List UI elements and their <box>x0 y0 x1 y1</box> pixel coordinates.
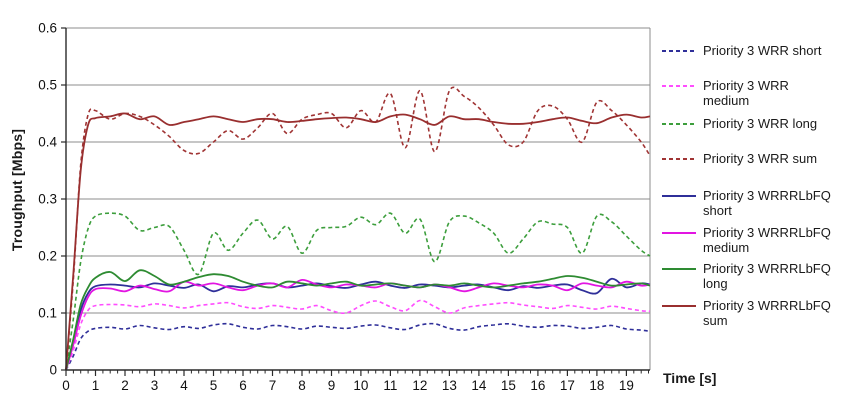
y-tick-label: 0.3 <box>38 192 57 207</box>
y-tick-label: 0 <box>49 363 57 378</box>
legend-item: Priority 3 WRRRLbFQ long <box>662 261 831 291</box>
x-tick-label: 18 <box>589 378 604 393</box>
legend-solid-line-icon <box>662 195 696 197</box>
legend-item-label: Priority 3 WRRRLbFQ sum <box>703 298 831 328</box>
y-tick-label: 0.2 <box>38 249 57 264</box>
x-tick-label: 8 <box>298 378 306 393</box>
x-tick-label: 0 <box>62 378 70 393</box>
legend-item: Priority 3 WRR sum <box>662 151 817 166</box>
series-line <box>65 212 651 371</box>
legend-item: Priority 3 WRRRLbFQ short <box>662 188 831 218</box>
x-axis-title: Time [s] <box>663 370 717 386</box>
legend-solid-line-icon <box>662 268 696 270</box>
series-line <box>65 278 651 371</box>
y-tick-label: 0.6 <box>38 21 57 36</box>
legend-item: Priority 3 WRRRLbFQ sum <box>662 298 831 328</box>
x-tick-label: 10 <box>353 378 368 393</box>
series-line <box>65 112 651 371</box>
legend: Priority 3 WRR short Priority 3 WRR mediu… <box>662 0 848 409</box>
legend-item: Priority 3 WRR short <box>662 43 821 58</box>
legend-item-label: Priority 3 WRRRLbFQ medium <box>703 225 831 255</box>
legend-item-label: Priority 3 WRR sum <box>703 151 818 166</box>
legend-dashed-line-icon <box>662 158 696 160</box>
x-tick-label: 7 <box>269 378 277 393</box>
legend-item-label: Priority 3 WRR medium <box>703 78 789 108</box>
x-tick-label: 4 <box>180 378 188 393</box>
x-tick-label: 17 <box>560 378 575 393</box>
x-tick-label: 2 <box>121 378 129 393</box>
x-tick-label: 19 <box>619 378 634 393</box>
series-line <box>65 277 651 371</box>
x-tick-label: 12 <box>412 378 427 393</box>
series-line <box>65 322 651 371</box>
legend-item: Priority 3 WRRRLbFQ medium <box>662 225 831 255</box>
x-tick-label: 11 <box>383 378 397 393</box>
legend-item: Priority 3 WRR medium <box>662 78 789 108</box>
x-tick-label: 15 <box>501 378 516 393</box>
legend-item-label: Priority 3 WRRRLbFQ long <box>703 261 831 291</box>
x-tick-label: 6 <box>239 378 247 393</box>
legend-item: Priority 3 WRR long <box>662 116 817 131</box>
y-tick-label: 0.1 <box>38 306 57 321</box>
legend-solid-line-icon <box>662 232 696 234</box>
x-tick-label: 5 <box>210 378 218 393</box>
legend-dashed-line-icon <box>662 85 696 87</box>
x-tick-label: 3 <box>151 378 159 393</box>
series-line <box>65 299 651 371</box>
legend-solid-line-icon <box>662 305 696 307</box>
y-tick-label: 0.4 <box>38 135 57 150</box>
legend-dashed-line-icon <box>662 50 696 52</box>
legend-item-label: Priority 3 WRRRLbFQ short <box>703 188 831 218</box>
legend-item-label: Priority 3 WRR short <box>703 43 822 58</box>
x-tick-label: 9 <box>328 378 336 393</box>
x-tick-label: 13 <box>442 378 457 393</box>
legend-item-label: Priority 3 WRR long <box>703 116 818 131</box>
x-tick-label: 1 <box>92 378 100 393</box>
series-line <box>65 86 651 371</box>
x-tick-label: 14 <box>471 378 487 393</box>
series-line <box>65 269 651 371</box>
legend-dashed-line-icon <box>662 123 696 125</box>
y-tick-label: 0.5 <box>38 78 57 93</box>
x-tick-label: 16 <box>530 378 545 393</box>
